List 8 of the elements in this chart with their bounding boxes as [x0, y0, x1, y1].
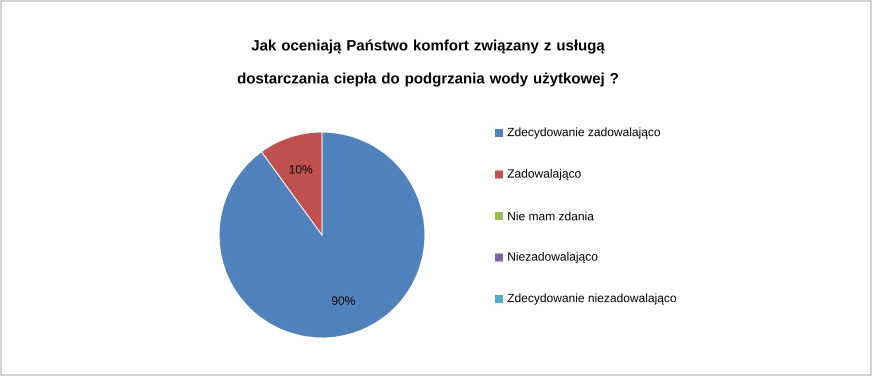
legend-label: Niezadowalająco — [508, 252, 598, 264]
legend-label: Zdecydowanie zadowalająco — [508, 127, 660, 139]
chart-title: Jak oceniają Państwo komfort związany z usługą dostarczania ciepła do podgrzania wody użytkowej ? — [238, 39, 618, 87]
legend-label: Zdecydowanie niezadowalająco — [508, 293, 676, 305]
legend-label: Nie mam zdania — [508, 212, 594, 220]
data-label: 90% — [332, 296, 355, 305]
legend-label: Zadowalająco — [508, 168, 581, 180]
data-label: 10% — [290, 165, 312, 174]
